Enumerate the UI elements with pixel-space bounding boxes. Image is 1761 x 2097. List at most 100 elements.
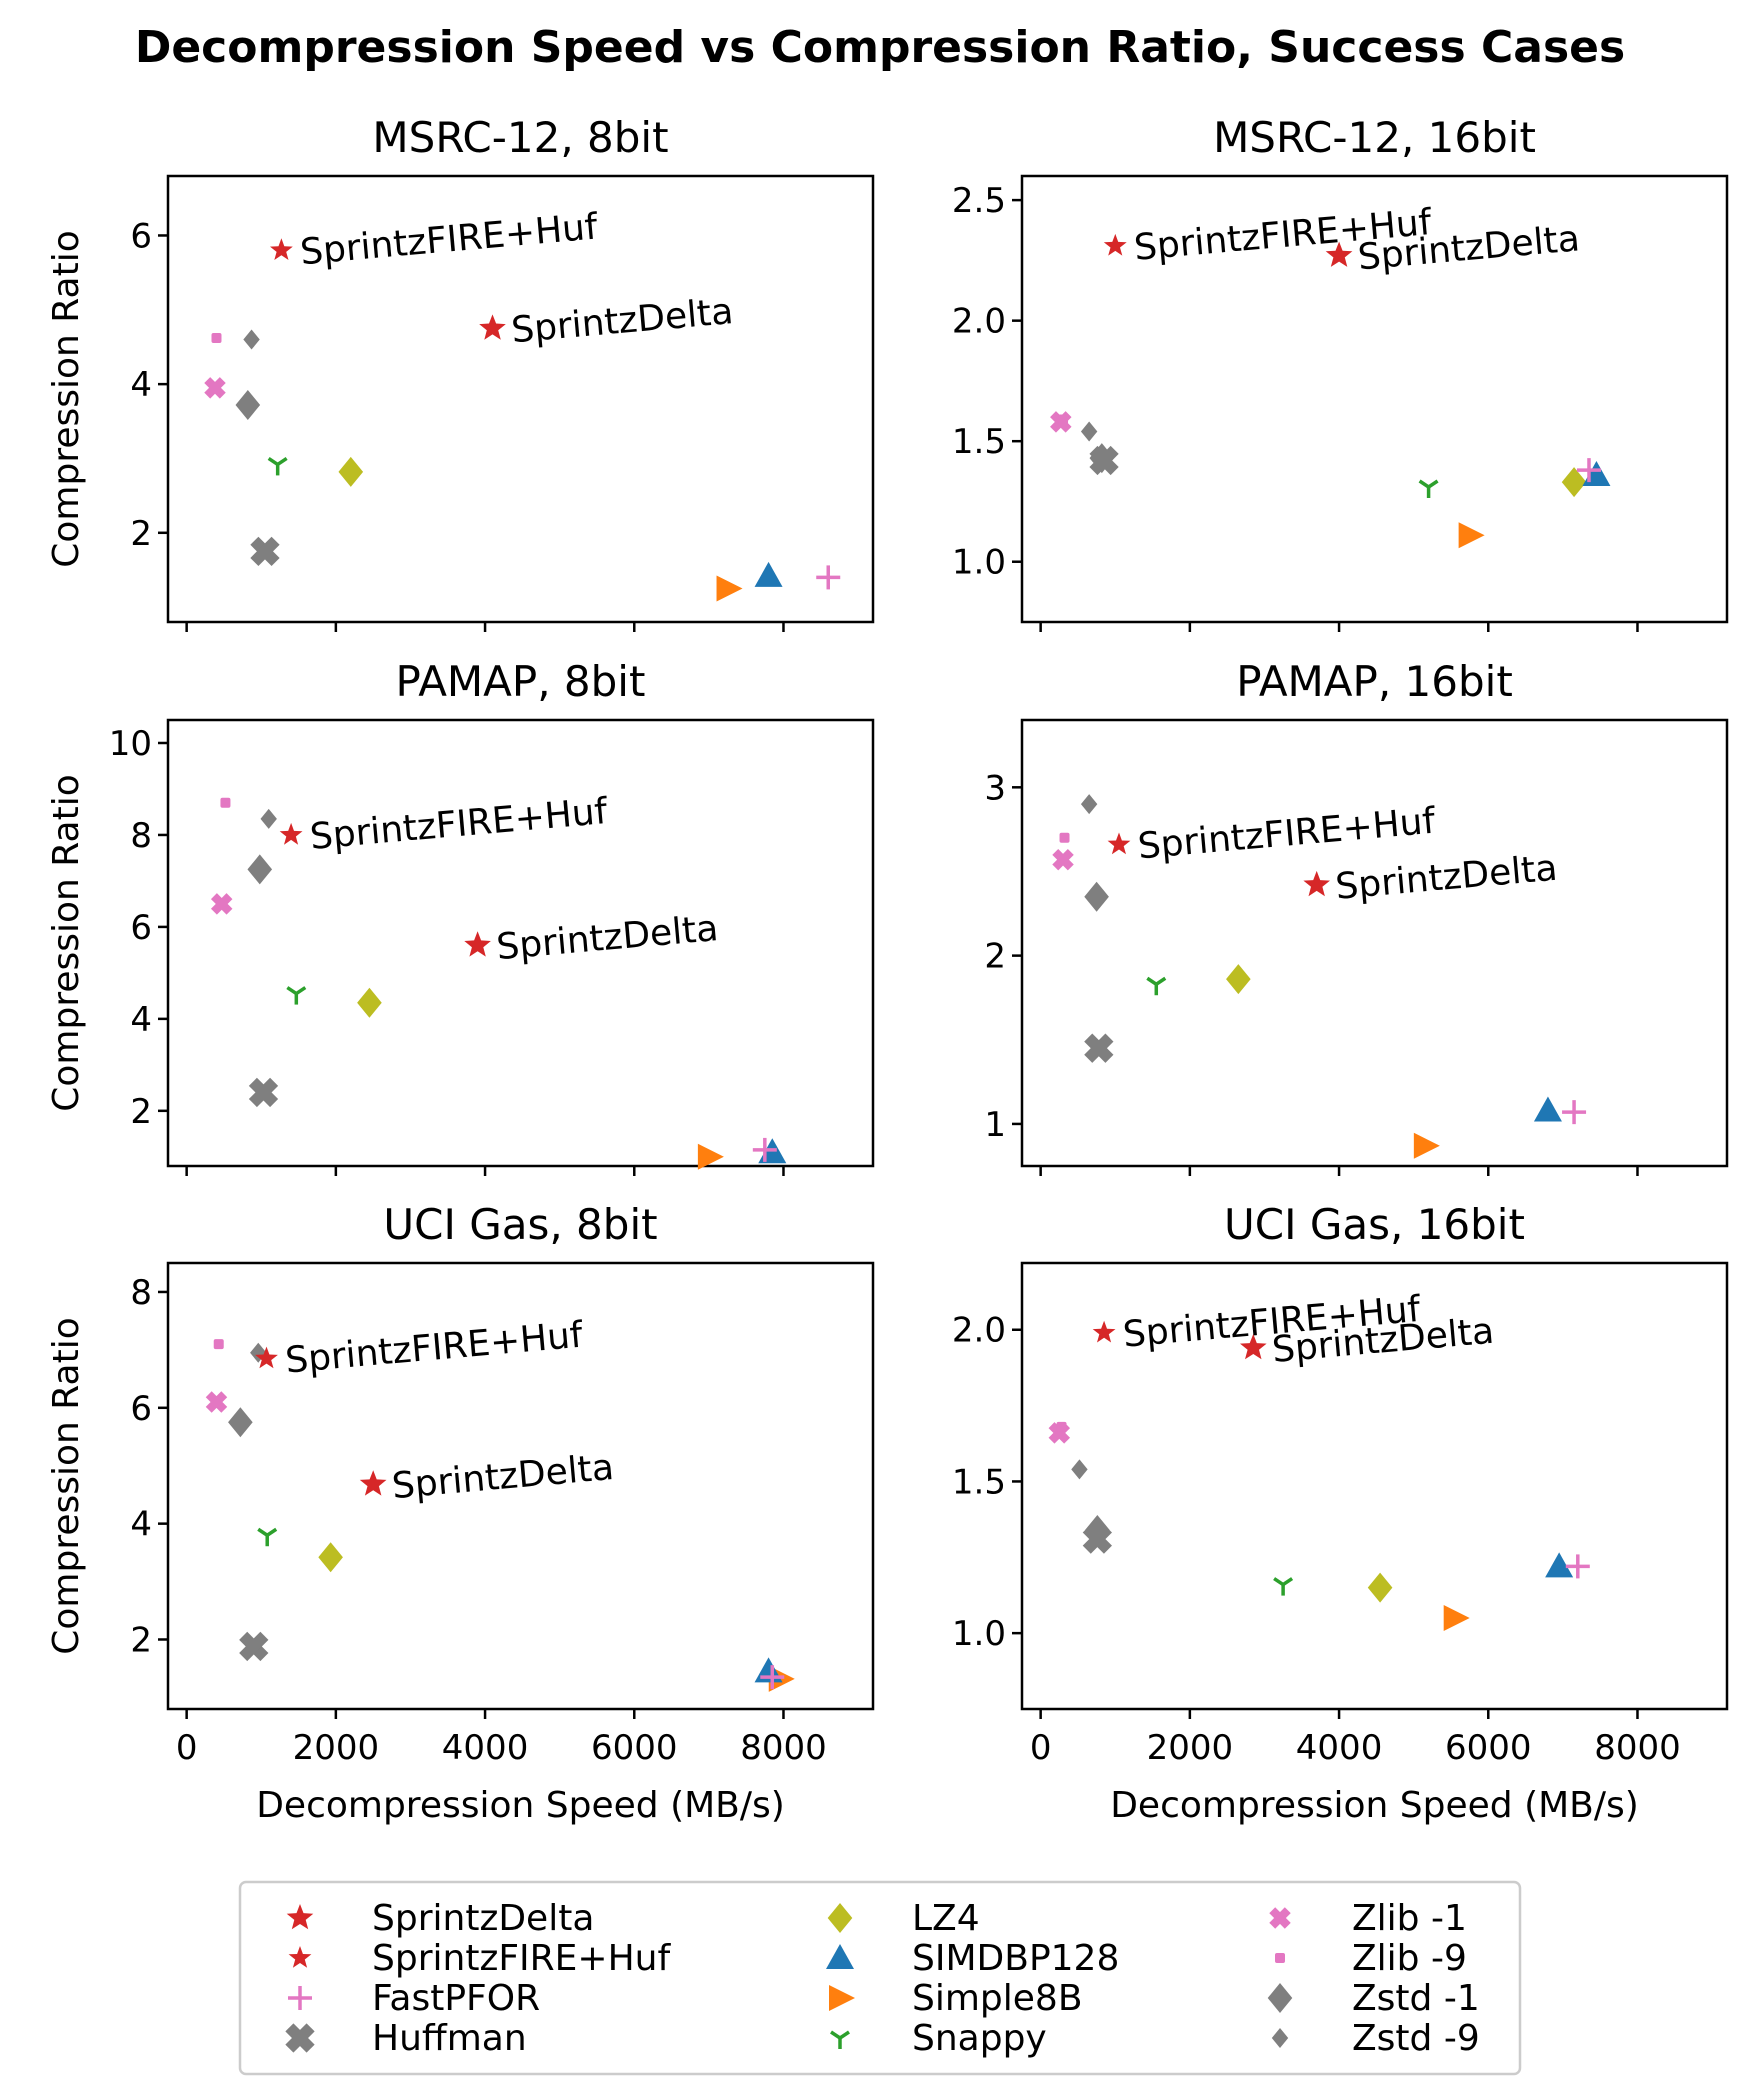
point-annotation: SprintzDelta <box>510 291 735 351</box>
y-tick-label: 6 <box>130 908 152 948</box>
point-snappy <box>267 456 288 476</box>
point-zstd-9 <box>1071 1459 1088 1480</box>
legend-label: Zstd -1 <box>1352 1978 1480 2019</box>
legend-entry: Zstd -1 <box>1267 1978 1480 2019</box>
point-simdbp128 <box>1582 460 1611 486</box>
legend-marker <box>1271 2028 1289 2048</box>
point-zstd-9 <box>1080 421 1098 442</box>
legend-entry: Simple8B <box>829 1978 1083 2019</box>
y-tick-label: 1 <box>984 1105 1006 1145</box>
figure-title: Decompression Speed vs Compression Ratio… <box>135 22 1625 73</box>
point-zstd-9 <box>243 329 260 350</box>
legend: SprintzDeltaSprintzFIRE+HufFastPFORHuffm… <box>238 1880 1522 2076</box>
legend-label: SprintzFIRE+Huf <box>372 1938 671 1979</box>
x-tick-label: 6000 <box>591 1728 678 1768</box>
point-lz4 <box>1226 964 1251 995</box>
point-snappy <box>257 1527 278 1547</box>
legend-entry: Zlib -1 <box>1269 1898 1467 1939</box>
axes-frame <box>1020 718 1729 1168</box>
legend-label: Zlib -1 <box>1352 1898 1467 1939</box>
x-tick-label: 8000 <box>1594 1728 1681 1768</box>
axes-frame <box>166 174 875 624</box>
legend-label: SIMDBP128 <box>912 1938 1119 1979</box>
point-fastpfor <box>760 1665 785 1690</box>
point-simdbp128 <box>1545 1552 1574 1578</box>
legend-label: LZ4 <box>912 1898 980 1939</box>
legend-entry: Snappy <box>830 2018 1047 2059</box>
point-annotation: SprintzDelta <box>1334 848 1559 908</box>
point-zlib-9 <box>213 1339 224 1350</box>
point-lz4 <box>318 1542 343 1573</box>
point-sprintzfire-huf <box>1092 1320 1116 1343</box>
point-fastpfor <box>1562 1100 1587 1125</box>
legend-entry: SprintzDelta <box>286 1898 594 1939</box>
y-tick-label: 6 <box>130 1389 152 1429</box>
point-zlib-1 <box>204 377 226 399</box>
point-zlib-1 <box>210 893 233 915</box>
y-tick-label: 4 <box>130 1505 152 1545</box>
legend-marker <box>829 1985 855 2011</box>
point-zlib-9 <box>1056 1421 1067 1432</box>
x-axis-label: Decompression Speed (MB/s) <box>1110 1785 1639 1826</box>
subplot-5: UCI Gas, 8bit 2 4 6 8 0 2000 4000 6000 8000 Compre… <box>46 1200 875 1826</box>
y-tick-label: 4 <box>130 365 152 405</box>
legend-entry: Huffman <box>285 2018 527 2059</box>
point-simple8b <box>697 1143 724 1170</box>
point-snappy <box>286 986 307 1005</box>
point-sprintzfire-huf <box>1103 233 1127 256</box>
y-tick-label: 2 <box>130 514 152 554</box>
y-tick-label: 2 <box>130 1092 152 1132</box>
y-tick-label: 1.5 <box>952 1462 1006 1502</box>
legend-entry: SprintzFIRE+Huf <box>288 1938 671 1979</box>
axes-frame <box>1020 174 1729 624</box>
point-snappy <box>1418 479 1439 498</box>
y-tick-label: 8 <box>130 816 152 856</box>
y-tick-label: 2.0 <box>952 1311 1006 1351</box>
point-sprintzdelta <box>1240 1334 1267 1360</box>
subplot-title: UCI Gas, 16bit <box>1224 1200 1525 1249</box>
point-annotation: SprintzFIRE+Huf <box>284 1315 586 1382</box>
legend-frame <box>238 1880 1522 2076</box>
y-tick-label: 2.5 <box>952 181 1006 221</box>
point-huffman <box>248 1077 279 1108</box>
legend-marker <box>288 1946 312 1968</box>
point-zstd-1 <box>228 1407 253 1438</box>
subplot-title: MSRC-12, 8bit <box>372 113 668 162</box>
point-huffman <box>250 536 280 567</box>
legend-label: FastPFOR <box>372 1978 540 2019</box>
point-snappy <box>1146 976 1167 996</box>
point-annotation: SprintzDelta <box>495 908 720 968</box>
legend-marker <box>288 1986 312 2010</box>
point-zlib-9 <box>220 797 231 808</box>
legend-label: Zstd -9 <box>1352 2018 1480 2059</box>
legend-entry: SIMDBP128 <box>826 1938 1119 1979</box>
legend-entry: Zlib -9 <box>1275 1938 1467 1979</box>
point-huffman <box>1084 1033 1114 1063</box>
point-sprintzdelta <box>1303 870 1330 897</box>
subplot-6: UCI Gas, 16bit 1.0 1.5 2.0 0 2000 4000 6000 8000… <box>952 1200 1729 1826</box>
axes-frame <box>166 1261 875 1711</box>
point-simple8b <box>1413 1132 1440 1159</box>
legend-marker <box>1269 1907 1291 1929</box>
y-tick-label: 3 <box>984 768 1006 808</box>
point-annotation: SprintzDelta <box>390 1447 615 1507</box>
point-sprintzdelta <box>359 1470 387 1496</box>
y-tick-label: 2.0 <box>952 302 1006 342</box>
legend-marker <box>827 1903 853 1933</box>
y-tick-label: 1.5 <box>952 422 1006 462</box>
point-annotation: SprintzFIRE+Huf <box>299 206 601 273</box>
subplot-title: PAMAP, 16bit <box>1236 657 1513 706</box>
x-axis-label: Decompression Speed (MB/s) <box>256 1785 785 1826</box>
point-sprintzfire-huf <box>1107 832 1131 855</box>
y-tick-label: 2 <box>130 1620 152 1660</box>
axes-frame <box>1020 1261 1729 1711</box>
point-sprintzdelta <box>479 314 506 340</box>
subplot-3: PAMAP, 8bit 2 4 6 8 10 Compression Ratio Sprint… <box>46 657 875 1176</box>
y-axis-label: Compression Ratio <box>46 230 87 567</box>
y-tick-label: 6 <box>130 216 152 256</box>
point-zlib-9 <box>1058 414 1069 425</box>
y-axis-label: Compression Ratio <box>46 1317 87 1654</box>
point-zstd-1 <box>235 389 261 420</box>
legend-marker <box>286 1904 314 1930</box>
